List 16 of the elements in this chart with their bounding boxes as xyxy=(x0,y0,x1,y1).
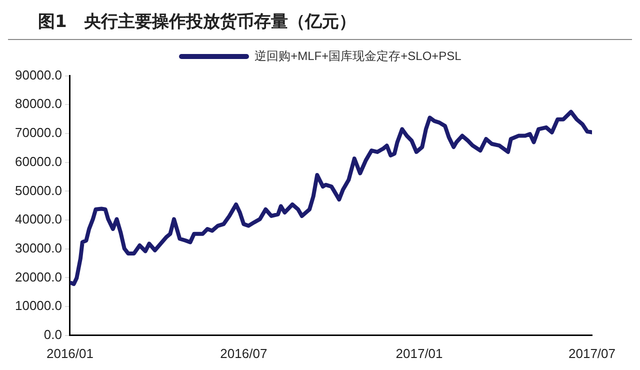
y-tick-label: 80000.0 xyxy=(14,96,62,112)
y-tick-label: 0.0 xyxy=(44,326,62,342)
y-tick-label: 60000.0 xyxy=(14,154,62,169)
text: 逆回购+MLF+国库现金定存+SLO+PSL xyxy=(254,48,462,65)
x-tick-label: 2016/07 xyxy=(220,346,268,361)
x-tick-label: 2017/01 xyxy=(396,346,443,361)
x-tick-label: 2016/01 xyxy=(46,346,94,361)
y-tick-label: 70000.0 xyxy=(14,125,62,140)
y-tick-label: 50000.0 xyxy=(14,182,62,198)
chart-title: 图1 央行主要操作投放货币存量（亿元） xyxy=(8,8,632,40)
y-tick-label: 10000.0 xyxy=(14,298,62,314)
y-tick-label: 30000.0 xyxy=(14,240,62,256)
y-tick-label: 20000.0 xyxy=(14,269,62,284)
y-tick-label: 90000.0 xyxy=(14,67,62,82)
y-tick-label: 40000.0 xyxy=(14,212,62,227)
x-tick-label: 2017/07 xyxy=(568,346,616,361)
